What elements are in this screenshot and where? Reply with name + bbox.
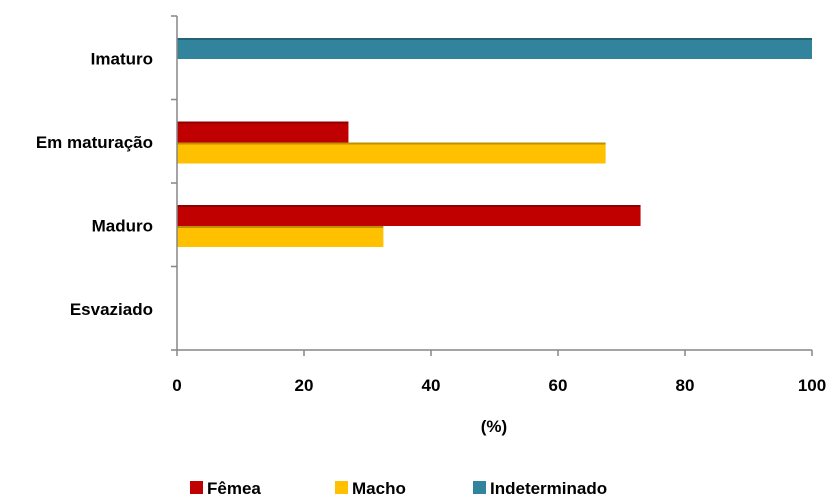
bar-edge-em-maturacao-macho bbox=[177, 142, 606, 145]
legend-label-macho: Macho bbox=[352, 479, 406, 497]
legend-item-indeterminado: Indeterminado bbox=[473, 479, 607, 498]
legend-swatch-macho bbox=[335, 481, 348, 494]
bar-maduro-femea bbox=[177, 205, 641, 226]
x-tick-label-0: 0 bbox=[172, 376, 181, 395]
bar-em-maturacao-femea bbox=[177, 121, 349, 143]
x-tick-label-20: 20 bbox=[295, 376, 314, 395]
bar-imaturo-indeterminado bbox=[177, 38, 812, 59]
legend: Fêmea Macho Indeterminado bbox=[190, 479, 607, 498]
bar-edge-maduro-macho bbox=[177, 226, 384, 228]
x-axis-title: (%) bbox=[481, 417, 507, 436]
category-label-em-maturacao: Em maturação bbox=[36, 133, 153, 152]
legend-item-macho: Macho bbox=[335, 479, 406, 498]
x-tick-label-60: 60 bbox=[549, 376, 568, 395]
legend-label-indeterminado: Indeterminado bbox=[490, 479, 607, 497]
bars-layer bbox=[177, 38, 812, 247]
legend-swatch-femea bbox=[190, 481, 203, 494]
axes-layer bbox=[171, 15, 813, 356]
x-tick-label-80: 80 bbox=[676, 376, 695, 395]
x-tick-labels: 0 20 40 60 80 100 bbox=[172, 376, 826, 395]
legend-swatch-indeterminado bbox=[473, 481, 486, 494]
x-tick-label-100: 100 bbox=[798, 376, 826, 395]
bar-edge-em-maturacao-femea bbox=[177, 121, 349, 124]
category-label-esvaziado: Esvaziado bbox=[70, 300, 153, 319]
bar-em-maturacao-macho bbox=[177, 142, 606, 164]
x-tick-label-40: 40 bbox=[422, 376, 441, 395]
category-labels: Imaturo Em maturação Maduro Esvaziado bbox=[36, 49, 153, 319]
legend-item-femea: Fêmea bbox=[190, 479, 261, 498]
bar-maduro-macho bbox=[177, 226, 384, 247]
bar-edge-maduro-femea bbox=[177, 205, 641, 207]
legend-label-femea: Fêmea bbox=[207, 479, 261, 497]
bar-edge-imaturo-indeterminado bbox=[177, 38, 812, 40]
category-label-maduro: Maduro bbox=[92, 216, 153, 235]
category-label-imaturo: Imaturo bbox=[91, 49, 153, 68]
